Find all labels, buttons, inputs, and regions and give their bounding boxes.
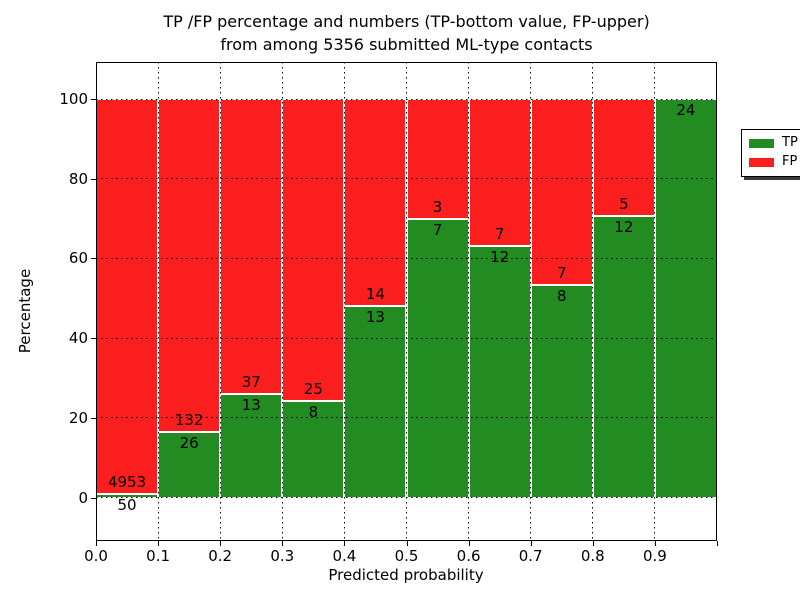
y-tick-label: 60: [68, 249, 88, 268]
x-tick-label: 0.4: [332, 547, 357, 565]
bar-segment-fp: [158, 99, 221, 432]
bar-label-fp: 5: [619, 195, 629, 214]
gridline-horizontal: [96, 337, 717, 339]
x-tick-label: 0.7: [518, 547, 543, 565]
bar-label-tp: 13: [241, 395, 261, 414]
chart-title-line2: from among 5356 submitted ML-type contac…: [220, 35, 593, 54]
chart-title-line1: TP /FP percentage and numbers (TP-bottom…: [163, 12, 650, 31]
gridline-vertical: [654, 62, 656, 541]
bar-label-tp: 12: [490, 247, 510, 266]
x-tick-label: 0.2: [208, 547, 233, 565]
x-tick-mark: [282, 541, 284, 546]
bar-label-tp: 50: [117, 495, 137, 514]
bar-segment-tp: [282, 401, 345, 498]
gridline-vertical: [592, 62, 594, 541]
bar-label-fp: 7: [556, 264, 567, 283]
x-tick-mark: [344, 541, 346, 546]
plot-area: TP FP 4953 50 132 26 37 13 25 8 14 13 3 7 7 12 7 8 5 12 24: [96, 62, 800, 541]
gridline-horizontal: [96, 497, 717, 499]
bar-label-tp: 8: [556, 287, 567, 306]
x-tick-label: 0.0: [84, 547, 108, 565]
bar-segment-tp: [654, 99, 717, 498]
bar-segment-tp: [468, 245, 531, 498]
gridline-vertical: [343, 62, 345, 541]
gridline-vertical: [281, 62, 283, 541]
gridline-vertical: [157, 62, 159, 541]
bar-segment-fp: [592, 99, 655, 217]
legend-label-fp: FP: [782, 154, 798, 169]
y-tick-mark: [91, 497, 96, 499]
y-tick-label: 100: [59, 90, 88, 109]
x-tick-label: 0.5: [394, 547, 419, 565]
bar-segment-tp: [158, 431, 221, 498]
y-tick-mark: [91, 178, 96, 180]
x-axis-label: Predicted probability: [328, 566, 484, 584]
gridline-horizontal: [96, 178, 717, 180]
x-tick-label: 0.8: [580, 547, 605, 565]
x-tick-mark: [654, 541, 656, 546]
y-tick-mark: [91, 338, 96, 340]
bar-label-fp: 7: [494, 224, 505, 243]
y-tick-label: 0: [78, 488, 88, 507]
x-tick-mark: [717, 541, 718, 546]
x-tick-mark: [530, 541, 532, 546]
y-tick-label: 20: [68, 408, 88, 427]
bar-segment-fp: [530, 99, 593, 286]
bar-label-tp: 24: [676, 101, 696, 120]
x-tick-label: 0.3: [270, 547, 295, 565]
x-tick-mark: [158, 541, 160, 546]
bar-segment-tp: [344, 305, 407, 498]
legend-swatch-fp: [749, 157, 774, 167]
y-axis-label: Percentage: [16, 268, 34, 354]
legend-swatch-tp: [749, 138, 774, 148]
x-tick-label: 0.9: [642, 547, 667, 565]
chart-title: TP /FP percentage and numbers (TP-bottom…: [96, 10, 717, 56]
legend-item-tp: TP: [749, 135, 799, 151]
bar-label-tp: 7: [432, 220, 443, 239]
x-tick-mark: [96, 541, 97, 546]
bar-segment-fp: [220, 99, 283, 394]
legend-label-tp: TP: [782, 135, 798, 150]
bar-segment-fp: [344, 99, 407, 306]
gridline-vertical: [406, 62, 407, 541]
gridline-vertical: [219, 62, 221, 541]
bar-label-tp: 8: [308, 403, 319, 422]
gridline-horizontal: [96, 98, 717, 100]
bar-segment-tp: [530, 285, 593, 498]
x-tick-mark: [592, 541, 594, 546]
x-tick-mark: [468, 541, 470, 546]
bar-label-tp: 26: [179, 433, 199, 452]
legend-item-fp: FP: [749, 154, 799, 170]
x-tick-label: 0.6: [456, 547, 481, 565]
x-tick-mark: [406, 541, 408, 546]
y-tick-label: 40: [68, 329, 88, 348]
gridline-vertical: [530, 62, 532, 541]
gridline-horizontal: [96, 257, 717, 259]
bar-segment-fp: [468, 99, 531, 246]
bar-segment-tp: [220, 393, 283, 498]
y-tick-mark: [91, 258, 96, 260]
bar-label-tp: 12: [614, 218, 634, 237]
bar-segment-fp: [96, 99, 159, 494]
legend: TP FP: [741, 129, 800, 177]
bar-label-fp: 37: [241, 372, 261, 391]
bar-label-fp: 132: [174, 410, 204, 429]
bar-label-fp: 25: [303, 380, 323, 399]
x-tick-mark: [220, 541, 222, 546]
bar-label-tp: 13: [365, 307, 385, 326]
bar-label-fp: 4953: [107, 472, 147, 491]
bar-segment-tp: [592, 216, 655, 498]
gridline-vertical: [468, 62, 470, 541]
bar-label-fp: 14: [365, 284, 385, 303]
gridline-horizontal: [96, 417, 717, 419]
y-tick-mark: [91, 99, 96, 101]
y-tick-label: 80: [68, 169, 88, 188]
bar-segment-tp: [406, 218, 469, 498]
bar-label-fp: 3: [432, 197, 443, 216]
bar-segment-fp: [406, 99, 469, 219]
bar-segment-fp: [282, 99, 345, 402]
x-tick-label: 0.1: [146, 547, 171, 565]
y-tick-mark: [91, 417, 96, 419]
